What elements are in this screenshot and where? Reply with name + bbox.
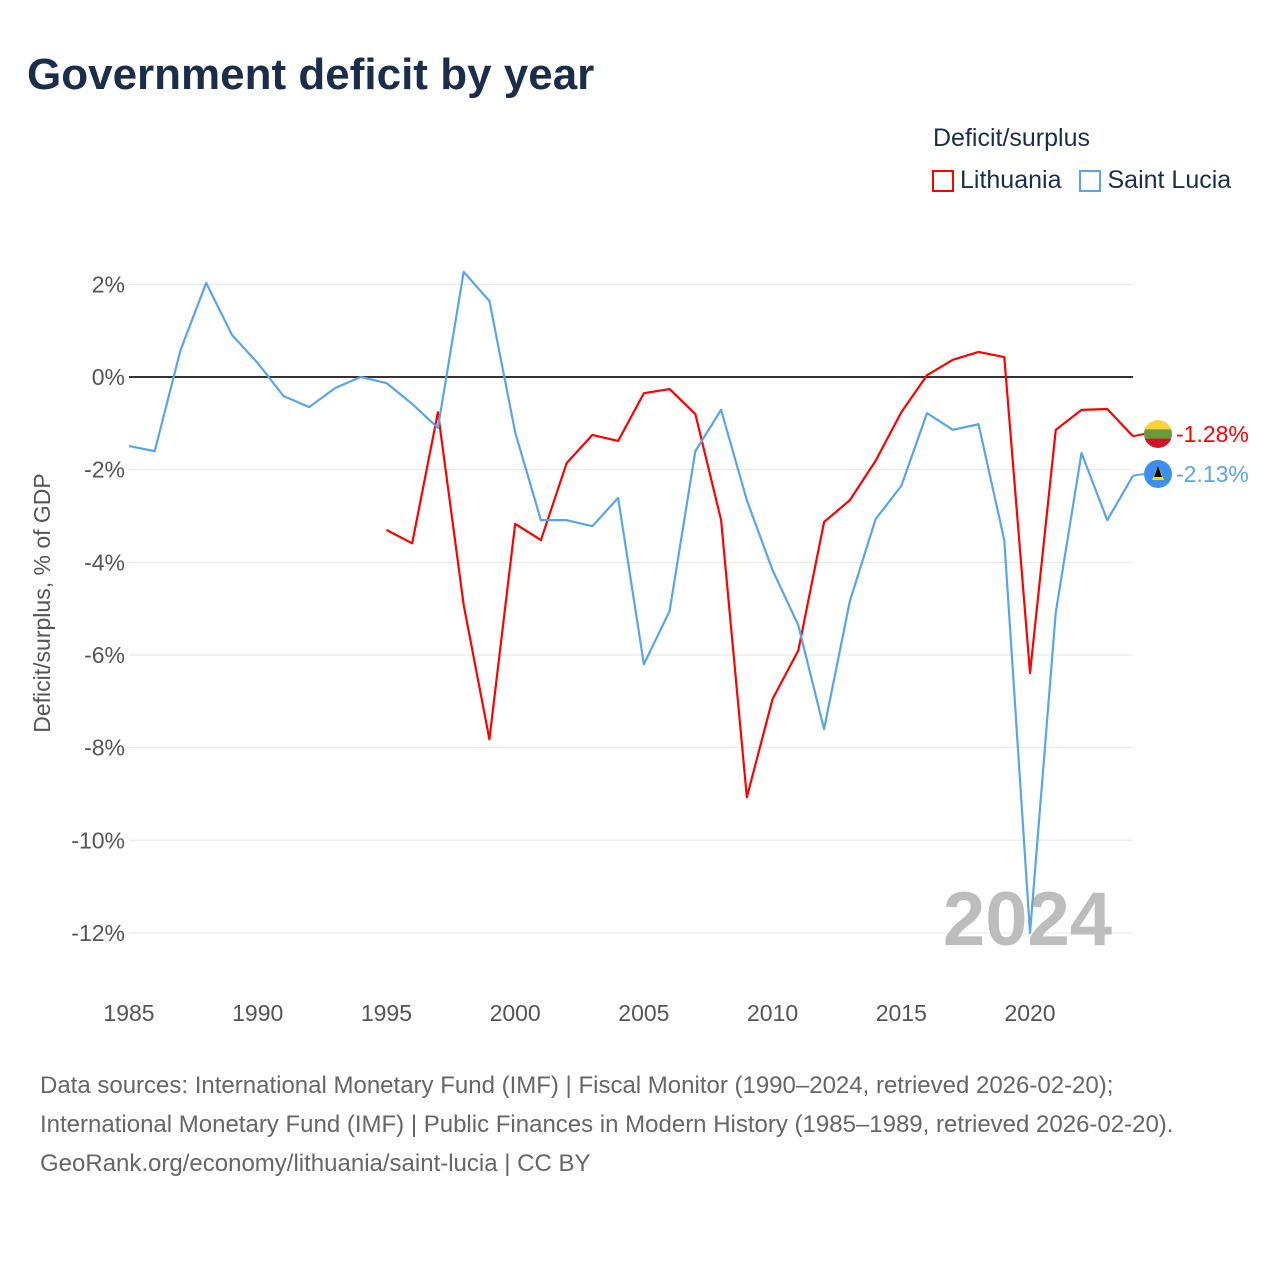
page-title: Government deficit by year: [27, 50, 595, 99]
lithuania-flag-icon: [1144, 420, 1172, 448]
footer: Data sources: International Monetary Fun…: [40, 1066, 1240, 1183]
source-link[interactable]: GeoRank.org/economy/lithuania/saint-luci…: [40, 1150, 591, 1177]
series-line-saint-lucia: [128, 270, 1134, 935]
y-tick-label: -12%: [71, 920, 125, 946]
series-line-lithuania: [385, 350, 1134, 799]
x-tick-label: 2020: [1004, 1000, 1055, 1026]
x-tick-label: 2015: [876, 1000, 927, 1026]
end-value-label: -2.13%: [1176, 461, 1249, 487]
y-tick-label: 0%: [92, 364, 125, 390]
y-tick-label: -8%: [84, 735, 125, 761]
y-tick-label: -2%: [84, 457, 125, 483]
end-connector: [1132, 473, 1145, 477]
x-tick-label: 1985: [103, 1000, 154, 1026]
legend-swatch-lithuania: [932, 169, 954, 192]
legend-title: Deficit/surplus: [933, 124, 1090, 152]
legend-label: Lithuania: [960, 166, 1062, 194]
flag-triangle: [1154, 466, 1162, 477]
legend-item-lithuania[interactable]: Lithuania: [932, 166, 1061, 195]
x-tick-label: 1990: [232, 1000, 283, 1026]
x-tick-label: 1995: [361, 1000, 412, 1026]
y-axis-label: Deficit/surplus, % of GDP: [29, 473, 55, 732]
line-chart: 2% 0% -2% -4% -6% -8% -10% -12% 1985 1990 1995 2000…: [29, 270, 1249, 1026]
legend-item-saint-lucia[interactable]: Saint Lucia: [1079, 166, 1231, 195]
y-tick-label: -6%: [84, 642, 125, 668]
data-sources: Data sources: International Monetary Fun…: [40, 1072, 1174, 1138]
x-tick-label: 2005: [618, 1000, 669, 1026]
y-tick-label: -10%: [71, 827, 125, 853]
legend-swatch-saint-lucia: [1079, 169, 1102, 192]
end-connector: [1132, 433, 1145, 438]
x-tick-label: 2010: [747, 1000, 798, 1026]
end-value-label: -1.28%: [1176, 421, 1249, 447]
legend-label: Saint Lucia: [1107, 166, 1232, 194]
legend: Lithuania Saint Lucia: [932, 166, 1231, 195]
y-tick-label: -4%: [84, 549, 125, 575]
y-tick-label: 2%: [92, 271, 125, 297]
x-tick-label: 2000: [490, 1000, 541, 1026]
